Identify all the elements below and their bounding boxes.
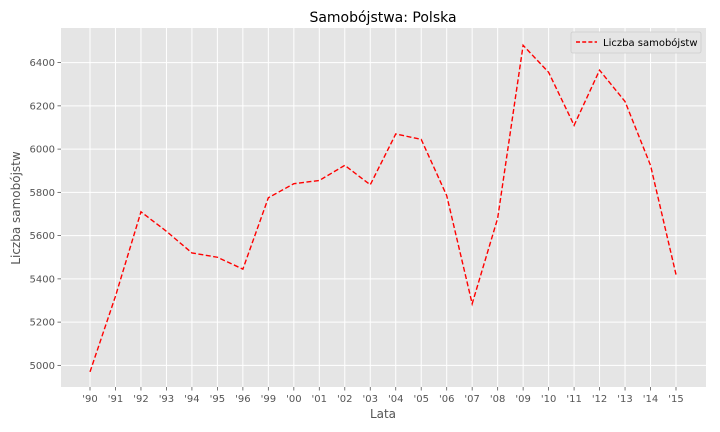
x-tick-label: '93 — [159, 394, 174, 405]
y-tick-label: 6400 — [30, 58, 55, 69]
chart-title: Samobójstwa: Polska — [309, 10, 456, 26]
x-tick-label: '96 — [235, 394, 250, 405]
y-axis-ticks: 5000 5200 5400 5600 5800 6000 6200 6400 — [30, 58, 61, 372]
y-tick-label: 6000 — [30, 145, 55, 156]
x-tick-label: '00 — [286, 394, 301, 405]
grid-lines — [61, 28, 706, 387]
x-tick-label: '08 — [490, 394, 505, 405]
y-axis-title: Liczba samobójstw — [9, 151, 23, 265]
x-tick-label: '09 — [515, 394, 530, 405]
legend: Liczba samobójstw — [570, 31, 702, 54]
x-tick-label: '15 — [668, 394, 683, 405]
y-tick-label: 5200 — [30, 318, 55, 329]
x-tick-label: '12 — [592, 394, 607, 405]
x-tick-label: '92 — [133, 394, 148, 405]
x-tick-label: '91 — [108, 394, 123, 405]
plot-background — [61, 28, 706, 387]
x-tick-label: '06 — [439, 394, 454, 405]
legend-label: Liczba samobójstw — [603, 37, 698, 49]
x-tick-label: '13 — [617, 394, 632, 405]
series-layer — [89, 43, 677, 373]
x-tick-label: '10 — [541, 394, 556, 405]
y-tick-label: 5000 — [30, 361, 55, 372]
y-tick-label: 5800 — [30, 188, 55, 199]
series-line — [89, 43, 677, 373]
x-axis-title: Lata — [370, 407, 396, 421]
x-axis-ticks: '90 '91 '92 '93 '94 '95 '96 '99 '00 '01 '02 '03 '04 '… — [82, 387, 684, 405]
x-tick-label: '99 — [261, 394, 276, 405]
x-tick-label: '94 — [184, 394, 199, 405]
x-tick-label: '07 — [464, 394, 479, 405]
x-tick-label: '04 — [388, 394, 403, 405]
y-tick-label: 5600 — [30, 231, 55, 242]
x-tick-label: '14 — [643, 394, 658, 405]
x-tick-label: '03 — [363, 394, 378, 405]
y-tick-label: 6200 — [30, 101, 55, 112]
x-tick-label: '05 — [413, 394, 428, 405]
x-tick-label: '95 — [210, 394, 225, 405]
x-tick-label: '01 — [312, 394, 327, 405]
x-tick-label: '02 — [337, 394, 352, 405]
y-tick-label: 5400 — [30, 274, 55, 285]
legend-box — [570, 31, 702, 54]
x-tick-label: '11 — [566, 394, 581, 405]
x-tick-label: '90 — [82, 394, 97, 405]
